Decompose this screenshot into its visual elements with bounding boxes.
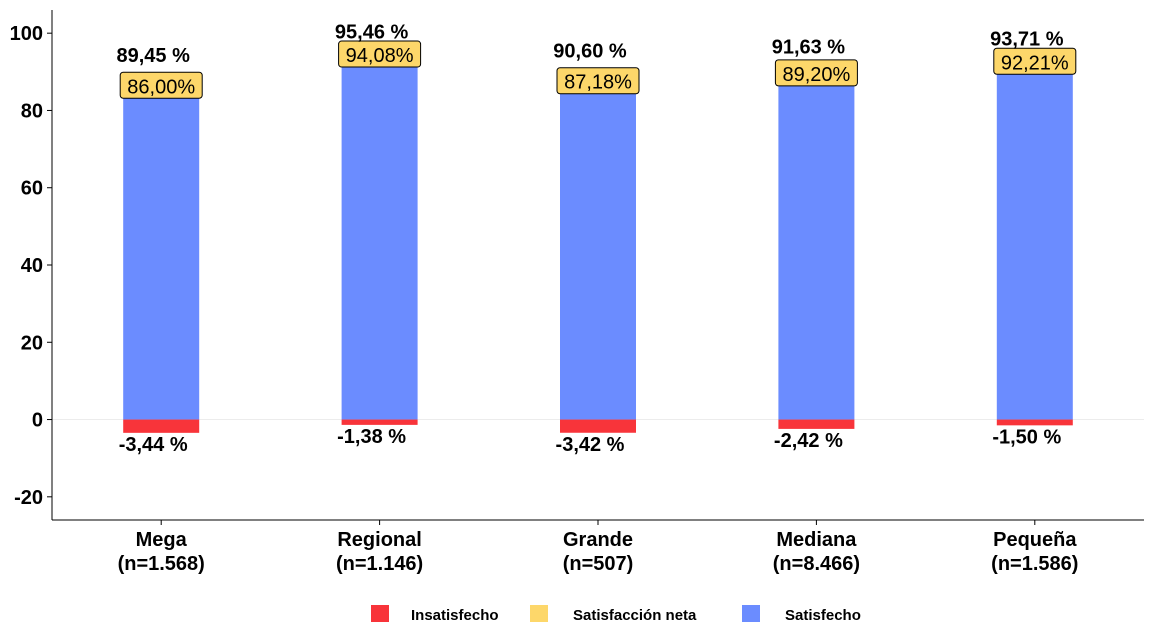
bar-satisfecho (560, 82, 636, 420)
bar-insatisfecho (123, 419, 200, 433)
bar-satisfecho (123, 87, 200, 420)
insatisfecho-label: -1,50 % (992, 426, 1061, 448)
bar-insatisfecho (560, 419, 636, 433)
legend: Insatisfecho Satisfacción neta Satisfecho (371, 605, 861, 624)
net-satisfaction-label: 87,18% (564, 72, 632, 94)
satisfecho-label: 95,46 % (335, 22, 409, 44)
y-tick-label: 60 (21, 178, 43, 200)
bar-insatisfecho (341, 419, 418, 425)
bar-insatisfecho (996, 419, 1073, 426)
y-tick-label: 80 (21, 100, 43, 122)
legend-key (371, 605, 389, 622)
net-satisfaction-label: 92,21% (1001, 52, 1069, 74)
satisfecho-label: 93,71 % (990, 28, 1064, 50)
legend-label: Insatisfecho (411, 607, 499, 624)
net-satisfaction-box (993, 47, 1077, 75)
category-sample-size: (n=8.466) (773, 553, 860, 575)
category-label: Mega (136, 529, 188, 551)
net-satisfaction-label: 86,00% (127, 76, 195, 98)
insatisfecho-label: -1,38 % (337, 426, 406, 448)
y-tick-label: 40 (21, 255, 43, 277)
category-sample-size: (n=507) (563, 553, 634, 575)
net-satisfaction-label: 89,20% (782, 64, 850, 86)
legend-label: Satisfacción neta (573, 607, 697, 624)
bar-satisfecho (996, 63, 1073, 420)
category-sample-size: (n=1.586) (991, 553, 1078, 575)
category-label: Grande (563, 529, 633, 551)
bar-satisfecho (778, 74, 855, 420)
net-satisfaction-label: 94,08% (346, 45, 414, 67)
insatisfecho-label: -3,42 % (556, 434, 625, 456)
satisfecho-label: 91,63 % (772, 37, 846, 59)
category-label: Pequeña (993, 529, 1077, 551)
insatisfecho-label: -2,42 % (774, 430, 843, 452)
category-sample-size: (n=1.568) (118, 553, 205, 575)
bars-layer (123, 56, 1073, 433)
legend-key (530, 605, 548, 622)
net-satisfaction-box (774, 59, 858, 87)
legend-key (742, 605, 760, 622)
satisfecho-label: 90,60 % (553, 41, 627, 63)
net-satisfaction-box (119, 71, 203, 99)
insatisfecho-label: -3,44 % (119, 434, 188, 456)
y-tick-label: 100 (10, 23, 43, 45)
y-tick-label: -20 (14, 487, 43, 509)
legend-label: Satisfecho (785, 607, 861, 624)
category-label: Mediana (776, 529, 857, 551)
labels-layer: 86,00% 89,45 % -3,44 % 94,08%95,46 % -1,38 %… (117, 22, 1077, 456)
y-tick-label: 20 (21, 332, 43, 354)
y-tick-label: 0 (32, 410, 43, 432)
category-label: Regional (337, 529, 421, 551)
axes-layer: -20020406080100Mega(n=1.568)Regional(n=1… (10, 10, 1144, 575)
net-satisfaction-box (556, 67, 640, 95)
bar-satisfecho (341, 56, 418, 420)
category-sample-size: (n=1.146) (336, 553, 423, 575)
net-satisfaction-box (338, 40, 422, 68)
bar-insatisfecho (778, 419, 855, 429)
satisfecho-label: 89,45 % (117, 45, 191, 67)
